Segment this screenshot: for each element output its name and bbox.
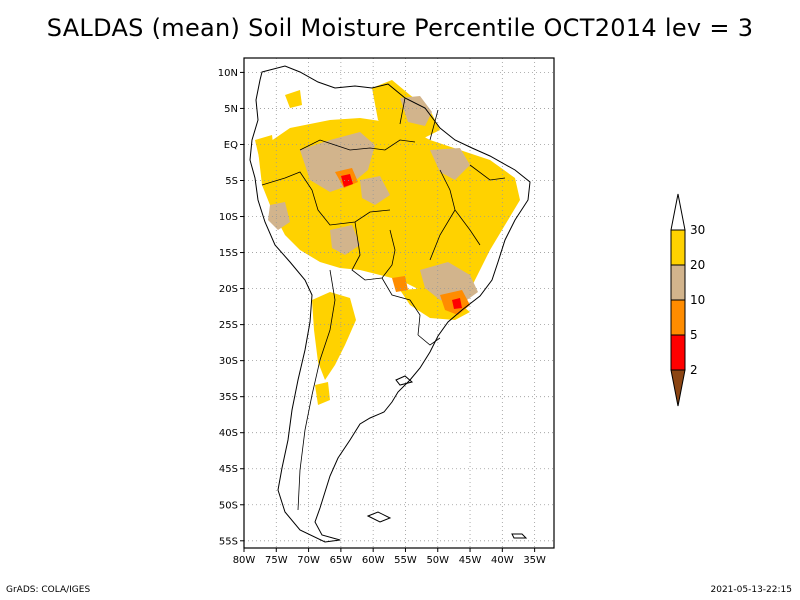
lat-tick-label: 25S (219, 320, 238, 331)
lat-tick-label: 40S (219, 428, 238, 439)
orange-region-2 (392, 276, 408, 292)
chart-title: SALDAS (mean) Soil Moisture Percentile O… (46, 14, 754, 42)
tan-region-3 (430, 148, 470, 180)
lat-tick-label: 10N (218, 68, 238, 79)
yellow-patch-2 (255, 135, 275, 170)
lon-tick-label: 55W (394, 555, 417, 566)
colorbar: 30 20 10 5 2 (670, 193, 705, 407)
axis-labels: 10N 5N EQ 5S 10S 15S 20S 25S 30S 35S 40S 45S 50S 55S 8… (218, 68, 546, 566)
red-region-2 (452, 298, 462, 309)
colorbar-label: 20 (690, 258, 705, 272)
yellow-patch-1 (315, 382, 330, 405)
colorbar-label: 5 (690, 328, 698, 342)
yellow-region-amazon (258, 118, 520, 305)
lat-tick-label: 5N (224, 104, 238, 115)
lon-tick-label: 45W (459, 555, 482, 566)
lat-tick-label: 20S (219, 284, 238, 295)
lat-tick-label: 50S (219, 500, 238, 511)
lon-tick-label: 35W (523, 555, 546, 566)
colorbar-label: 10 (690, 293, 705, 307)
tan-region-2 (400, 96, 432, 126)
lat-tick-label: 35S (219, 392, 238, 403)
colorbar-top-extension (670, 193, 686, 231)
tan-region-6 (360, 176, 390, 205)
red-region-1 (341, 174, 353, 187)
lat-tick-label: 5S (225, 176, 238, 187)
footer-credit: GrADS: COLA/IGES (6, 585, 91, 595)
colorbar-bottom-extension (670, 369, 686, 407)
lat-tick-label: 30S (219, 356, 238, 367)
tan-region-1 (300, 132, 375, 192)
lat-tick-label: 55S (219, 536, 238, 547)
tan-region-7 (268, 202, 290, 230)
country-borders (261, 97, 506, 511)
colorbar-segment (670, 229, 686, 266)
colorbar-segment (670, 264, 686, 301)
map-frame (243, 57, 555, 549)
lat-tick-label: 10S (219, 212, 238, 223)
tan-region-5 (330, 225, 360, 255)
colorbar-label: 30 (690, 223, 705, 237)
lon-tick-label: 80W (233, 555, 256, 566)
moisture-shading (255, 80, 520, 405)
lon-tick-label: 60W (362, 555, 385, 566)
lon-tick-label: 40W (491, 555, 514, 566)
lon-tick-label: 50W (426, 555, 449, 566)
continent-outline (249, 65, 531, 543)
yellow-patch-3 (285, 90, 302, 108)
lat-tick-label: EQ (224, 140, 238, 151)
colorbar-segment (670, 334, 686, 371)
lat-tick-label: 15S (219, 248, 238, 259)
colorbar-segment (670, 299, 686, 336)
lon-tick-label: 65W (330, 555, 353, 566)
yellow-region-south (312, 292, 356, 380)
colorbar-label: 2 (690, 363, 698, 377)
map-grid (244, 58, 554, 548)
lon-tick-label: 70W (297, 555, 320, 566)
lon-tick-label: 75W (265, 555, 288, 566)
footer-timestamp: 2021-05-13-22:15 (710, 585, 793, 595)
lat-tick-label: 45S (219, 464, 238, 475)
